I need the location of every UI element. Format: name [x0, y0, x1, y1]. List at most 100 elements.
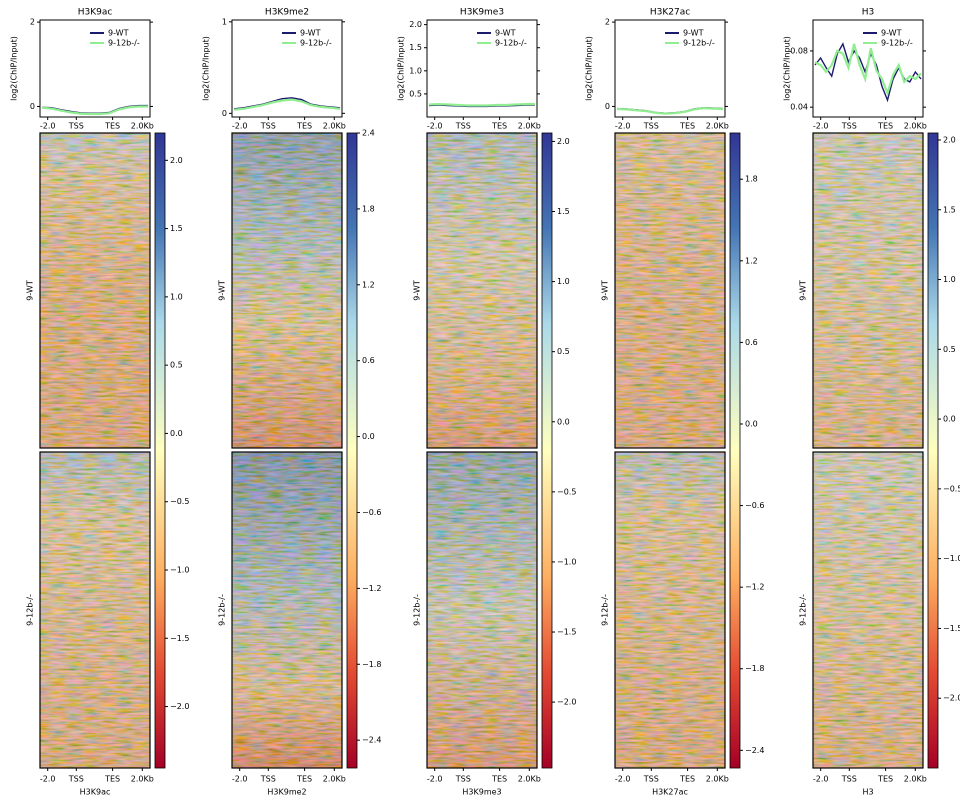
- y-tick-label: 1.5: [409, 43, 422, 52]
- group-label: 9-12b-/-: [413, 594, 422, 626]
- colorbar: [541, 132, 553, 769]
- x-tick-label: 2.0Kb: [518, 122, 541, 131]
- colorbar-tick-label: 1.0: [170, 292, 183, 301]
- y-tick-label: 0.04: [790, 103, 808, 112]
- colorbar-tick-label: −2.0: [170, 702, 189, 711]
- x-tick-label: 2.0Kb: [323, 122, 346, 131]
- profile-frame: [231, 19, 343, 118]
- colorbar-tick-label: −1.0: [943, 554, 960, 563]
- y-axis-label: log2(ChIP/Input): [10, 36, 19, 101]
- legend-label: 9-WT: [108, 29, 129, 38]
- panel-title: H3K9ac: [78, 8, 113, 18]
- y-axis-label: log2(ChIP/Input): [397, 36, 406, 101]
- heatmap-frame: [231, 451, 343, 769]
- legend-label: 9-WT: [881, 29, 902, 38]
- y-axis-label: log2(ChIP/Input): [202, 36, 211, 101]
- x-tick-label: 2.0Kb: [131, 122, 154, 131]
- x-tick-label: -2.0: [232, 775, 248, 784]
- heatmap-frame: [812, 132, 924, 449]
- heatmap-frame: [426, 451, 538, 769]
- colorbar-tick-label: 0.5: [170, 361, 183, 370]
- legend-label: 9-12b-/-: [300, 39, 332, 48]
- x-tick-label: -2.0: [427, 122, 443, 131]
- colorbar-tick-label: 1.2: [745, 256, 758, 265]
- colorbar-tick-label: −2.4: [745, 746, 764, 755]
- legend-label: 9-WT: [495, 29, 516, 38]
- x-tick-label: TES: [104, 122, 120, 131]
- colorbar-tick-label: 1.2: [362, 280, 375, 289]
- colorbar-tick-label: 0.0: [557, 417, 570, 426]
- heatmap-texture: [232, 452, 342, 768]
- y-tick-label: 0: [30, 102, 35, 111]
- x-axis-label: H3K9me3: [462, 788, 501, 797]
- panel-title: H3K9me3: [460, 8, 504, 18]
- colorbar-tick-label: −1.5: [557, 628, 576, 637]
- colorbar-tick-label: −1.8: [745, 664, 764, 673]
- panel-title: H3K9me2: [265, 8, 309, 18]
- y-tick-label: 1: [222, 17, 227, 26]
- group-label: 9-12b-/-: [26, 594, 35, 626]
- panel: H3K9ac log2(ChIP/Input) 0 2 -2.0 -2.0 TSS TSS TE…: [10, 8, 190, 797]
- legend-label: 9-12b-/-: [495, 39, 527, 48]
- heatmap-texture: [427, 452, 537, 768]
- profile-frame: [426, 19, 538, 118]
- colorbar-tick-label: −0.5: [170, 497, 189, 506]
- x-tick-label: TES: [679, 122, 695, 131]
- panel: H3K9me2 log2(ChIP/Input) 0 1 -2.0 -2.0 TSS TSS T…: [202, 8, 382, 797]
- colorbar-tick-label: −0.5: [943, 484, 960, 493]
- group-label: 9-WT: [799, 280, 808, 301]
- y-tick-label: 0: [222, 109, 227, 118]
- legend-label: 9-12b-/-: [881, 39, 913, 48]
- y-tick-label: 2.0: [409, 20, 422, 29]
- profile-frame: [39, 19, 151, 118]
- colorbar-tick-label: −0.6: [745, 501, 764, 510]
- profile-line: [41, 105, 148, 116]
- profile-line: [233, 98, 341, 111]
- legend-label: 9-WT: [683, 29, 704, 38]
- x-tick-label: TSS: [455, 122, 471, 131]
- colorbar-tick-label: 0.6: [745, 338, 758, 347]
- x-tick-label: -2.0: [615, 775, 631, 784]
- heatmap-texture: [615, 452, 725, 768]
- heatmap-frame: [39, 132, 151, 449]
- x-tick-label: TSS: [260, 775, 276, 784]
- colorbar-tick-label: 2.0: [170, 156, 183, 165]
- x-tick-label: 2.0Kb: [904, 775, 927, 784]
- panel: H3 log2(ChIP/Input) 0.04 0.08 -2.0 -2.0 TSS TSS…: [783, 8, 960, 797]
- panel-title: H3K27ac: [650, 8, 690, 18]
- heatmap-frame: [426, 132, 538, 449]
- y-axis-label: log2(ChIP/Input): [783, 36, 792, 101]
- x-tick-label: TES: [877, 122, 893, 131]
- x-tick-label: -2.0: [813, 122, 829, 131]
- colorbar-tick-label: 1.8: [362, 204, 375, 213]
- heatmap-texture: [813, 452, 923, 768]
- heatmap-frame: [231, 132, 343, 449]
- colorbar-tick-label: 1.0: [557, 277, 570, 286]
- y-tick-label: 1.0: [409, 66, 422, 75]
- colorbar-tick-label: −2.0: [557, 698, 576, 707]
- x-tick-label: 2.0Kb: [706, 775, 729, 784]
- y-tick-label: 2: [605, 18, 610, 27]
- group-label: 9-12b-/-: [799, 594, 808, 626]
- colorbar-tick-label: 0.5: [943, 345, 956, 354]
- x-tick-label: TES: [296, 122, 312, 131]
- group-label: 9-12b-/-: [218, 594, 227, 626]
- colorbar-tick-label: −1.5: [170, 634, 189, 643]
- heatmap-texture: [427, 133, 537, 448]
- x-axis-label: H3K27ac: [652, 788, 688, 797]
- group-label: 9-WT: [218, 280, 227, 301]
- colorbar-tick-label: 0.0: [170, 429, 183, 438]
- heatmap-texture: [615, 133, 725, 448]
- x-tick-label: TES: [296, 775, 312, 784]
- x-tick-label: TES: [491, 122, 507, 131]
- x-tick-label: 2.0Kb: [131, 775, 154, 784]
- colorbar-tick-label: 2.0: [943, 135, 956, 144]
- colorbar-tick-label: −1.0: [557, 557, 576, 566]
- x-axis-label: H3: [862, 788, 873, 797]
- x-tick-label: -2.0: [427, 775, 443, 784]
- x-tick-label: 2.0Kb: [518, 775, 541, 784]
- colorbar-tick-label: 0.5: [557, 347, 570, 356]
- x-tick-label: -2.0: [813, 775, 829, 784]
- x-tick-label: 2.0Kb: [904, 122, 927, 131]
